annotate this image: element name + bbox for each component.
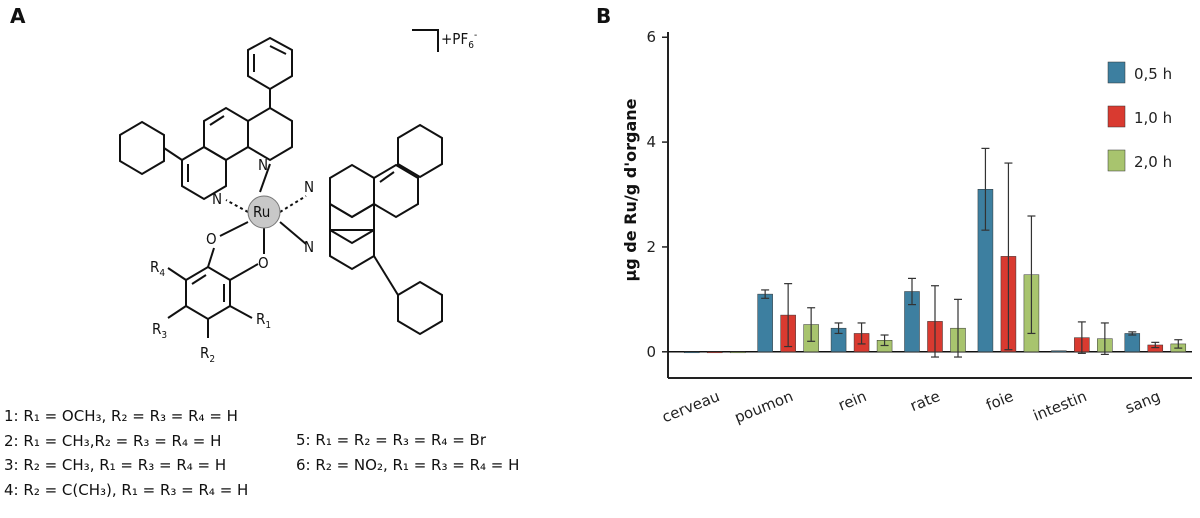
x-tick-label-rate: rate [908,387,943,415]
counterion-label: +PF6- [441,30,477,51]
panel-b-label: B [596,4,612,28]
compound-1: 1: R₁ = OCH₃, R₂ = R₃ = R₄ = H [4,407,238,425]
y-axis-label: µg de Ru/g d'organe [621,98,640,281]
y-tick-label: 2 [646,238,656,256]
x-tick-label-intestin: intestin [1031,387,1090,425]
compound-5: 5: R₁ = R₂ = R₃ = R₄ = Br [296,431,487,449]
o-atom-1: O [206,230,217,248]
legend-label-2: 2,0 h [1134,153,1172,171]
y-tick-label: 6 [646,28,656,46]
legend-swatch-1 [1107,105,1126,128]
compound-4: 4: R₂ = C(CH₃), R₁ = R₃ = R₄ = H [4,480,249,499]
x-tick-label-poumon: poumon [732,387,796,427]
x-tick-label-rein: rein [836,387,869,414]
panel-a-label: A [10,4,26,28]
x-tick-label-sang: sang [1123,387,1163,417]
ruthenium-complex-structure: Ru +PF6- N N N N O O R4 R3 R2 R1 [119,29,477,365]
n-atom-2: N [212,190,222,208]
compound-3: 3: R₂ = CH₃, R₁ = R₃ = R₄ = H [4,456,227,474]
compound-2: 2: R₁ = CH₃,R₂ = R₃ = R₄ = H [4,431,222,450]
compound-6: 6: R₂ = NO₂, R₁ = R₃ = R₄ = H [296,455,520,474]
bar-cerveau-2 [729,351,746,354]
legend-swatch-2 [1107,149,1126,172]
r3-label: R3 [152,320,167,341]
x-tick-label-foie: foie [983,387,1016,414]
o-atom-2: O [258,254,269,272]
ru-atom-label: Ru [253,203,270,221]
bar-intestin-0 [1051,350,1067,353]
legend-label-0: 0,5 h [1134,65,1172,83]
bar-poumon-0 [757,293,773,353]
bar-cerveau-0 [683,351,700,354]
x-tick-label-cerveau: cerveau [659,387,722,426]
y-tick-label: 0 [646,343,656,361]
r2-label: R2 [200,344,215,365]
compound-list-right: 5: R₁ = R₂ = R₃ = R₄ = Br 6: R₂ = NO₂, R… [296,428,519,477]
compound-list-left: 1: R₁ = OCH₃, R₂ = R₃ = R₄ = H 2: R₁ = C… [4,404,248,502]
n-atom-4: N [304,238,314,256]
y-tick-label: 4 [646,133,656,151]
legend-swatch-0 [1107,61,1126,84]
n-atom-1: N [258,156,268,174]
n-atom-3: N [304,178,314,196]
bar-cerveau-1 [706,351,723,354]
r1-label: R1 [256,310,271,331]
legend-label-1: 1,0 h [1134,109,1172,127]
r4-label: R4 [150,258,165,279]
bar-sang-0 [1124,333,1141,353]
ruthenium-distribution-chart: µg de Ru/g d'organe 0 2 4 6 cerveau poumon rei… [621,28,1192,427]
